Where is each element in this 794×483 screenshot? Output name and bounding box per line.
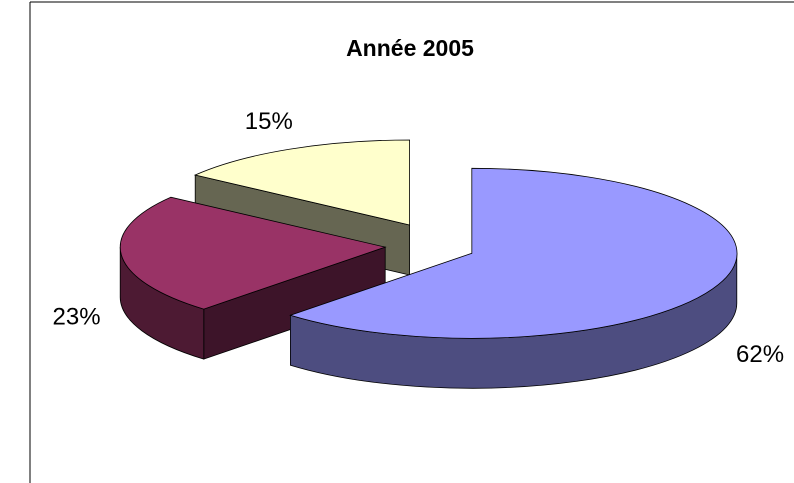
data-label: 15% — [245, 108, 293, 135]
chart-title: Année 2005 — [346, 35, 474, 61]
slice — [193, 139, 411, 226]
slice — [119, 196, 387, 310]
data-label: 62% — [736, 341, 784, 368]
data-label: 23% — [53, 303, 101, 330]
slice — [289, 167, 738, 339]
